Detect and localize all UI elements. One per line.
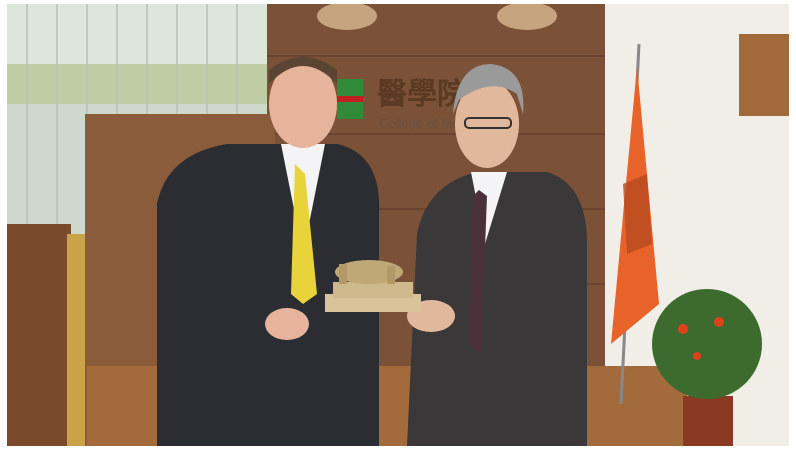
man-left xyxy=(157,57,380,446)
lectern xyxy=(7,224,71,446)
sign-chinese-text: 醫學院 xyxy=(377,77,467,112)
photo-scene: 醫學院 College of Medicine xyxy=(7,4,789,446)
yellow-tie xyxy=(291,164,317,304)
wall-plaque xyxy=(739,34,789,116)
ox-statuette xyxy=(325,260,421,312)
dark-tie xyxy=(469,190,487,354)
ceremony-photo: 醫學院 College of Medicine xyxy=(7,4,789,446)
potted-plant xyxy=(652,289,762,446)
face-right xyxy=(455,80,519,168)
orange-flag xyxy=(611,43,659,405)
face-left xyxy=(269,60,337,148)
